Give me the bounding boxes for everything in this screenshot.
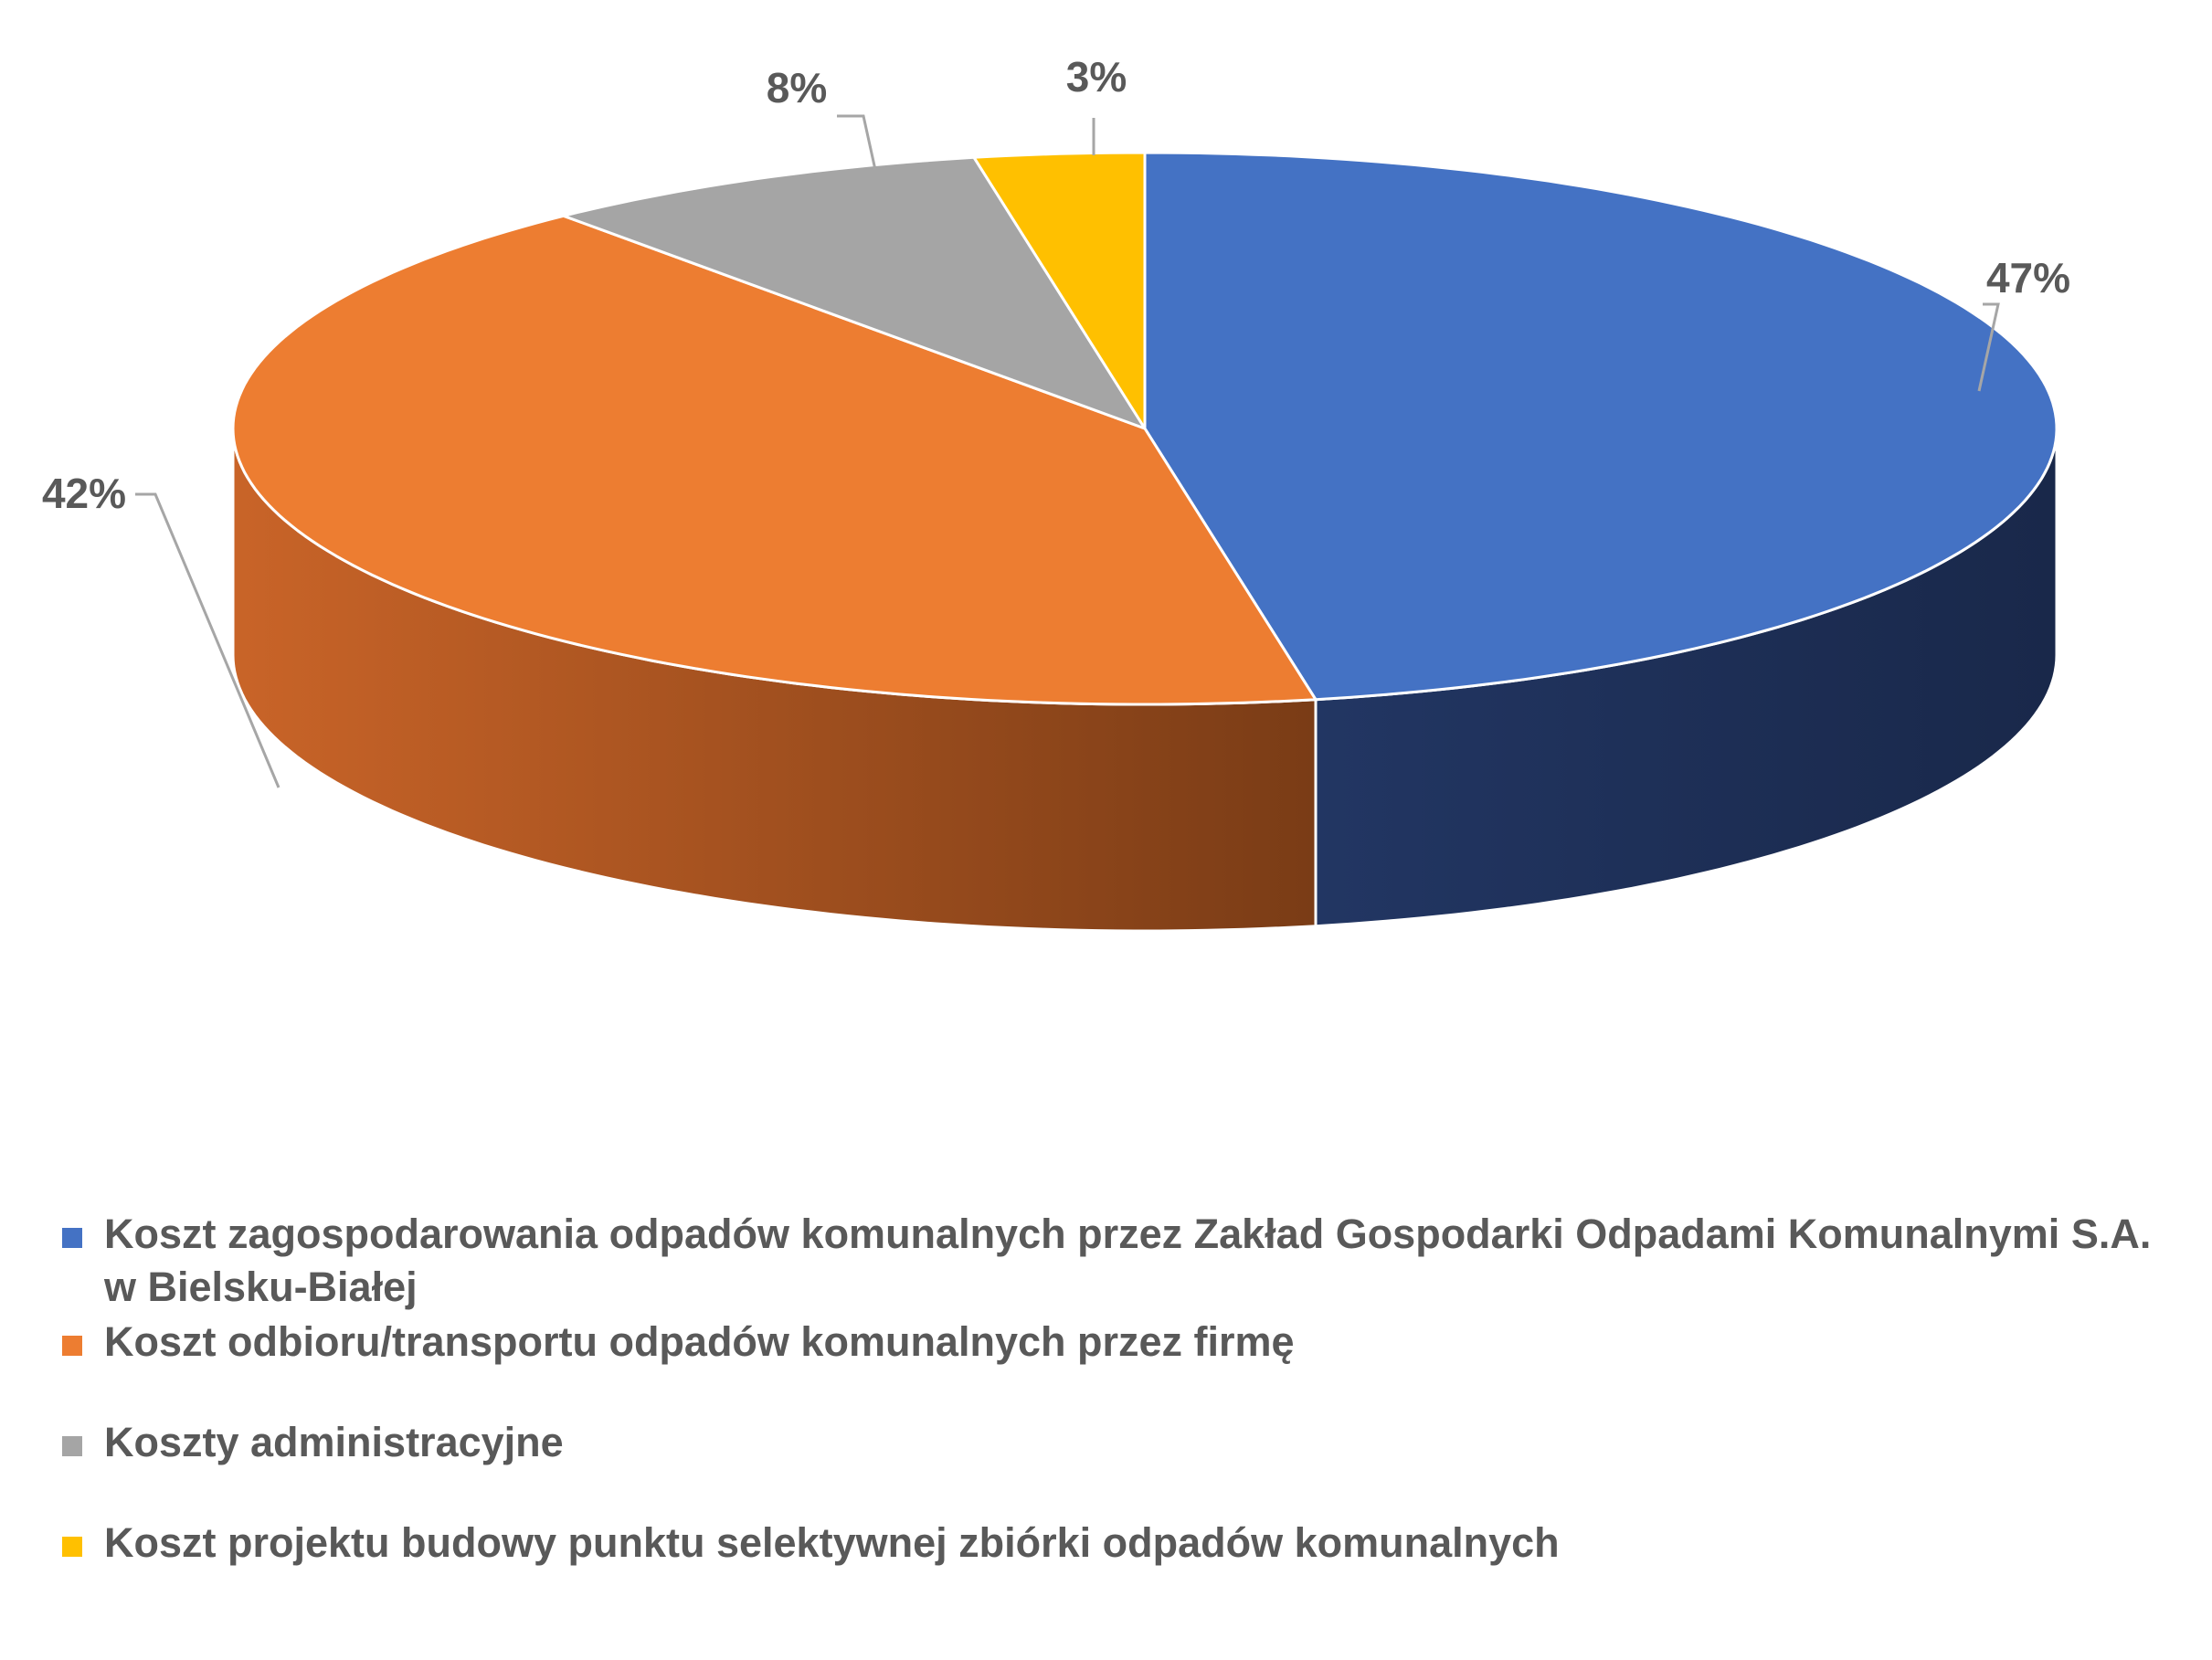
- pie-slice: [231, 214, 1318, 706]
- legend: Koszt zagospodarowania odpadów komunalny…: [62, 1208, 2164, 1570]
- pie-slices: [231, 151, 2059, 706]
- legend-swatch: [62, 1336, 82, 1356]
- pie-chart-svg: 47% 42% 8% 3%: [42, 53, 2070, 933]
- data-labels: 47% 42% 8% 3%: [42, 53, 2070, 517]
- pie-slice: [972, 151, 1147, 430]
- legend-swatch: [62, 1537, 82, 1557]
- legend-item: Koszt zagospodarowania odpadów komunalny…: [62, 1208, 2164, 1314]
- data-label: 8%: [767, 64, 827, 111]
- legend-label: Koszt projektu budowy punktu selektywnej…: [104, 1519, 1560, 1566]
- legend-swatch: [62, 1436, 82, 1456]
- leader-line: [135, 492, 280, 788]
- legend-item: Koszty administracyjne: [62, 1416, 2164, 1469]
- legend-item: Koszt odbioru/transportu odpadów komunal…: [62, 1316, 2164, 1369]
- leader-lines: [135, 114, 2000, 788]
- legend-swatch: [62, 1228, 82, 1248]
- data-label: 3%: [1066, 53, 1127, 100]
- legend-label: Koszt zagospodarowania odpadów komunalny…: [104, 1211, 2152, 1310]
- pie-chart: 47% 42% 8% 3%: [42, 53, 2070, 933]
- data-label: 47%: [1986, 254, 2070, 301]
- leader-line: [1977, 302, 2000, 392]
- legend-label: Koszty administracyjne: [104, 1419, 564, 1465]
- pie-slice: [1143, 151, 2059, 702]
- legend-item: Koszt projektu budowy punktu selektywnej…: [62, 1517, 2164, 1570]
- data-label: 42%: [42, 470, 126, 517]
- leader-line: [837, 114, 877, 171]
- legend-label: Koszt odbioru/transportu odpadów komunal…: [104, 1318, 1295, 1365]
- pie-slice: [562, 155, 1147, 430]
